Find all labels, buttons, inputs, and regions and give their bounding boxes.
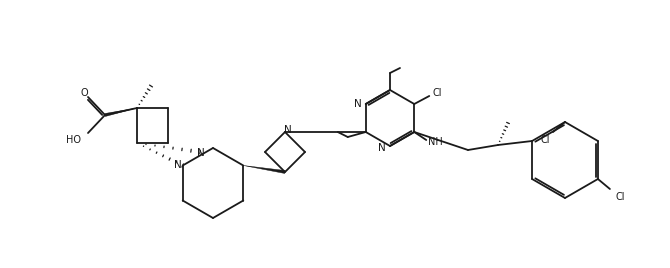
Text: NH: NH [428,137,443,147]
Text: Cl: Cl [433,88,442,98]
Polygon shape [105,108,137,117]
Text: N: N [354,99,362,109]
Text: HO: HO [66,135,81,145]
Text: O: O [80,88,88,98]
Polygon shape [243,166,285,173]
Text: N: N [174,161,182,170]
Text: Cl: Cl [540,135,550,145]
Text: Cl: Cl [615,192,624,202]
Text: N: N [284,125,292,135]
Text: N: N [197,148,205,158]
Text: N: N [378,143,386,153]
